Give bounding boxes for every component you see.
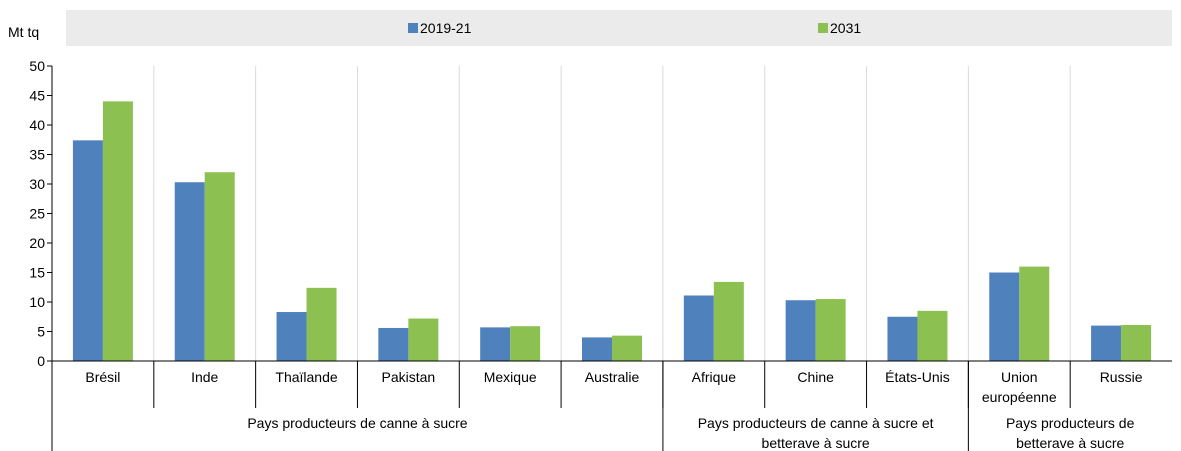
group-label-1: Pays producteurs de canne à sucre et bett… [698, 415, 934, 451]
bar-1-7 [815, 299, 846, 361]
y-tick-label: 45 [29, 88, 45, 104]
y-tick-label: 20 [29, 235, 45, 251]
bar-0-2 [276, 312, 307, 361]
legend-swatch-1 [818, 23, 828, 33]
legend-swatch-0 [408, 23, 418, 33]
bars [72, 101, 1152, 362]
bar-0-3 [378, 327, 409, 361]
bar-1-2 [306, 287, 337, 361]
category-label-4: Mexique [484, 369, 537, 385]
y-tick-label: 15 [29, 265, 45, 281]
y-axis-label: Mt tq [8, 24, 39, 40]
y-tick-label: 0 [37, 353, 45, 369]
bar-1-9 [1019, 266, 1050, 361]
legend-band [66, 10, 1172, 46]
bar-1-6 [713, 281, 744, 361]
bar-1-0 [102, 101, 133, 362]
y-tick-label: 25 [29, 206, 45, 222]
bar-0-8 [887, 316, 918, 361]
bar-0-10 [1091, 325, 1122, 361]
y-tick-label: 30 [29, 176, 45, 192]
bar-1-3 [408, 318, 439, 361]
y-tick-label: 5 [37, 324, 45, 340]
bar-1-4 [510, 326, 541, 361]
x-axis: Brésil Inde Thaïlande Pakistan Mexique Austra… [85, 369, 1142, 405]
bar-1-10 [1121, 325, 1152, 361]
bar-0-1 [174, 182, 205, 361]
y-axis: 0 5 10 15 20 25 30 35 40 45 50 [29, 58, 52, 369]
category-label-5: Australie [585, 369, 640, 385]
y-tick-label: 10 [29, 294, 45, 310]
bar-0-9 [989, 272, 1020, 361]
bar-1-5 [612, 335, 642, 361]
category-label-9: Union européenne [982, 369, 1057, 405]
category-label-0: Brésil [85, 369, 120, 385]
category-label-10: Russie [1100, 369, 1143, 385]
grid [153, 66, 1071, 361]
bar-0-5 [582, 337, 612, 361]
legend: 2019-21 2031 [408, 20, 861, 36]
category-label-6: Afrique [692, 369, 737, 385]
group-label-2: Pays producteurs de betterave à sucre [1006, 415, 1135, 451]
category-label-1: Inde [191, 369, 218, 385]
category-label-7: Chine [797, 369, 834, 385]
bar-0-7 [785, 300, 816, 361]
bar-1-1 [204, 172, 235, 361]
category-label-3: Pakistan [382, 369, 436, 385]
bar-0-4 [480, 327, 511, 361]
bar-0-6 [683, 295, 714, 361]
y-tick-label: 35 [29, 147, 45, 163]
y-tick-label: 40 [29, 117, 45, 133]
group-label-0: Pays producteurs de canne à sucre [247, 415, 467, 431]
bar-1-8 [917, 310, 948, 361]
legend-label-1: 2031 [830, 20, 861, 36]
category-label-8: États-Unis [885, 369, 950, 385]
legend-label-0: 2019-21 [420, 20, 472, 36]
category-groups: Pays producteurs de canne à sucre Pays pr… [247, 415, 1134, 451]
y-tick-label: 50 [29, 58, 45, 74]
category-label-2: Thaïlande [275, 369, 337, 385]
bar-0-0 [72, 140, 103, 361]
axes [51, 66, 1172, 451]
